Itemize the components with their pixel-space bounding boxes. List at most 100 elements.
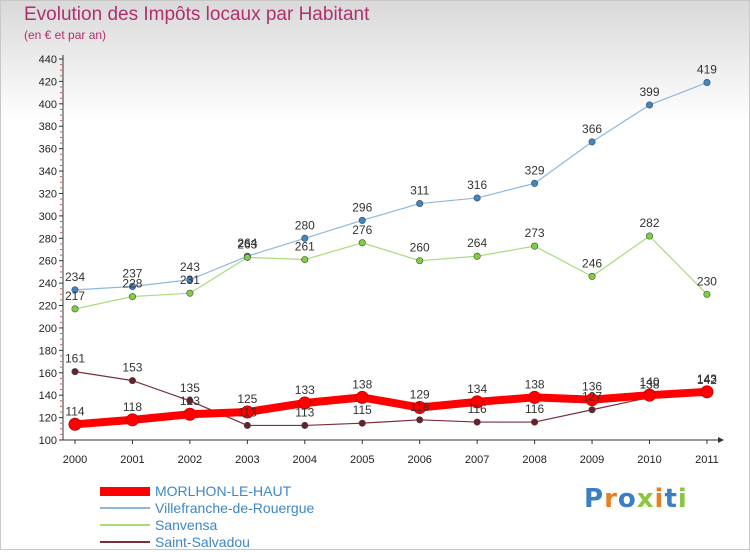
data-label-villefranche: 419 bbox=[697, 63, 717, 77]
data-point-sanvensa bbox=[531, 242, 539, 250]
data-point-villefranche bbox=[128, 282, 136, 290]
data-label-villefranche: 399 bbox=[639, 85, 659, 99]
data-label-morlhon: 114 bbox=[65, 404, 84, 418]
data-point-villefranche bbox=[71, 286, 79, 294]
data-point-saint-salvadou bbox=[71, 368, 79, 376]
y-tick-label: 300 bbox=[39, 211, 57, 223]
data-point-morlhon bbox=[355, 390, 369, 404]
data-label-saint-salvadou: 127 bbox=[582, 390, 602, 404]
data-label-morlhon: 118 bbox=[123, 400, 142, 414]
y-tick-label: 280 bbox=[39, 233, 57, 245]
data-point-saint-salvadou bbox=[531, 418, 539, 426]
chart-subtitle: (en € et par an) bbox=[24, 28, 107, 42]
data-labels-layer: 234 237 243 264 280 296 311 316 329 366 399 419 217 2… bbox=[65, 63, 717, 420]
data-label-morlhon: 129 bbox=[410, 388, 430, 402]
data-point-sanvensa bbox=[186, 289, 194, 297]
series-line-sanvensa bbox=[74, 235, 708, 310]
data-point-villefranche bbox=[416, 200, 424, 208]
y-tick-label: 200 bbox=[39, 323, 57, 335]
legend-label-villefranche: Villefranche-de-Rouergue bbox=[155, 500, 315, 516]
data-label-morlhon: 134 bbox=[467, 382, 487, 396]
data-point-sanvensa bbox=[301, 256, 309, 264]
series-layer bbox=[68, 79, 714, 431]
data-label-sanvensa: 263 bbox=[237, 237, 257, 251]
data-point-sanvensa bbox=[243, 253, 251, 261]
data-point-saint-salvadou bbox=[416, 416, 424, 424]
legend-swatch-sanvensa bbox=[100, 524, 150, 526]
data-label-morlhon: 133 bbox=[295, 383, 315, 397]
data-point-saint-salvadou bbox=[588, 406, 596, 414]
data-point-morlhon bbox=[470, 395, 484, 409]
data-label-sanvensa: 230 bbox=[697, 274, 717, 288]
chart-axes: 100 120 140 160 180 200 220 240 260 280 300 320 340 3… bbox=[39, 54, 724, 466]
data-label-morlhon: 138 bbox=[352, 377, 372, 391]
data-point-villefranche bbox=[588, 138, 596, 146]
data-point-morlhon bbox=[413, 401, 427, 415]
data-point-villefranche bbox=[301, 234, 309, 242]
x-tick-label: 2007 bbox=[465, 454, 489, 466]
series-line-morlhon bbox=[74, 387, 708, 429]
data-label-morlhon: 138 bbox=[525, 377, 545, 391]
series-sanvensa bbox=[71, 232, 711, 313]
logo-letter: i bbox=[654, 484, 665, 514]
data-point-saint-salvadou bbox=[301, 421, 309, 429]
data-label-saint-salvadou: 116 bbox=[525, 402, 544, 416]
data-point-saint-salvadou bbox=[473, 418, 481, 426]
data-label-sanvensa: 273 bbox=[525, 226, 545, 240]
data-label-sanvensa: 264 bbox=[467, 236, 487, 250]
data-point-villefranche bbox=[186, 276, 194, 284]
data-label-morlhon: 125 bbox=[237, 392, 257, 406]
data-label-villefranche: 311 bbox=[410, 184, 429, 198]
data-point-sanvensa bbox=[358, 239, 366, 247]
x-tick-label: 2004 bbox=[293, 454, 317, 466]
y-tick-label: 160 bbox=[39, 368, 57, 380]
data-point-morlhon bbox=[125, 413, 139, 427]
data-label-morlhon: 123 bbox=[180, 394, 200, 408]
logo-letter: i bbox=[677, 484, 688, 514]
y-tick-label: 100 bbox=[39, 435, 57, 447]
y-tick-label: 400 bbox=[39, 99, 57, 111]
y-tick-label: 340 bbox=[39, 166, 57, 178]
legend-swatch-saint-salvadou bbox=[100, 541, 150, 543]
data-point-saint-salvadou bbox=[186, 397, 194, 405]
y-tick-label: 420 bbox=[39, 76, 57, 88]
data-point-villefranche bbox=[703, 79, 711, 87]
y-tick-label: 180 bbox=[39, 345, 57, 357]
data-label-saint-salvadou: 153 bbox=[122, 361, 142, 375]
y-tick-label: 260 bbox=[39, 256, 57, 268]
data-point-morlhon bbox=[585, 393, 599, 407]
x-tick-label: 2000 bbox=[63, 454, 87, 466]
data-label-sanvensa: 260 bbox=[410, 241, 430, 255]
y-tick-label: 380 bbox=[39, 121, 57, 133]
data-label-morlhon: 136 bbox=[582, 380, 602, 394]
series-line-saint-salvadou bbox=[74, 371, 707, 427]
data-label-sanvensa: 282 bbox=[639, 216, 659, 230]
data-label-villefranche: 296 bbox=[352, 200, 372, 214]
data-label-sanvensa: 231 bbox=[180, 273, 200, 287]
data-label-saint-salvadou: 135 bbox=[180, 381, 200, 395]
data-label-sanvensa: 228 bbox=[122, 277, 142, 291]
data-label-villefranche: 280 bbox=[295, 218, 315, 232]
data-label-villefranche: 316 bbox=[467, 178, 487, 192]
x-tick-label: 2001 bbox=[120, 454, 144, 466]
legend-swatch-morlhon bbox=[100, 487, 150, 496]
y-tick-label: 320 bbox=[39, 188, 57, 200]
logo-letter: x bbox=[636, 484, 655, 514]
logo-letter: r bbox=[604, 484, 618, 514]
data-point-saint-salvadou bbox=[358, 419, 366, 427]
logo-letter: t bbox=[664, 484, 678, 514]
data-label-morlhon: 143 bbox=[697, 372, 717, 386]
x-tick-label: 2009 bbox=[580, 454, 604, 466]
y-tick-label: 440 bbox=[39, 54, 57, 66]
data-point-villefranche bbox=[473, 194, 481, 202]
y-tick-label: 240 bbox=[39, 278, 57, 290]
data-label-villefranche: 329 bbox=[525, 163, 545, 177]
y-tick-label: 120 bbox=[39, 413, 57, 425]
legend-label-morlhon: MORLHON-LE-HAUT bbox=[155, 483, 292, 499]
data-point-morlhon bbox=[700, 385, 714, 399]
data-point-sanvensa bbox=[588, 272, 596, 280]
data-label-saint-salvadou: 116 bbox=[468, 402, 487, 416]
logo-letter: P bbox=[584, 484, 605, 514]
logo-letter: o bbox=[617, 484, 637, 514]
